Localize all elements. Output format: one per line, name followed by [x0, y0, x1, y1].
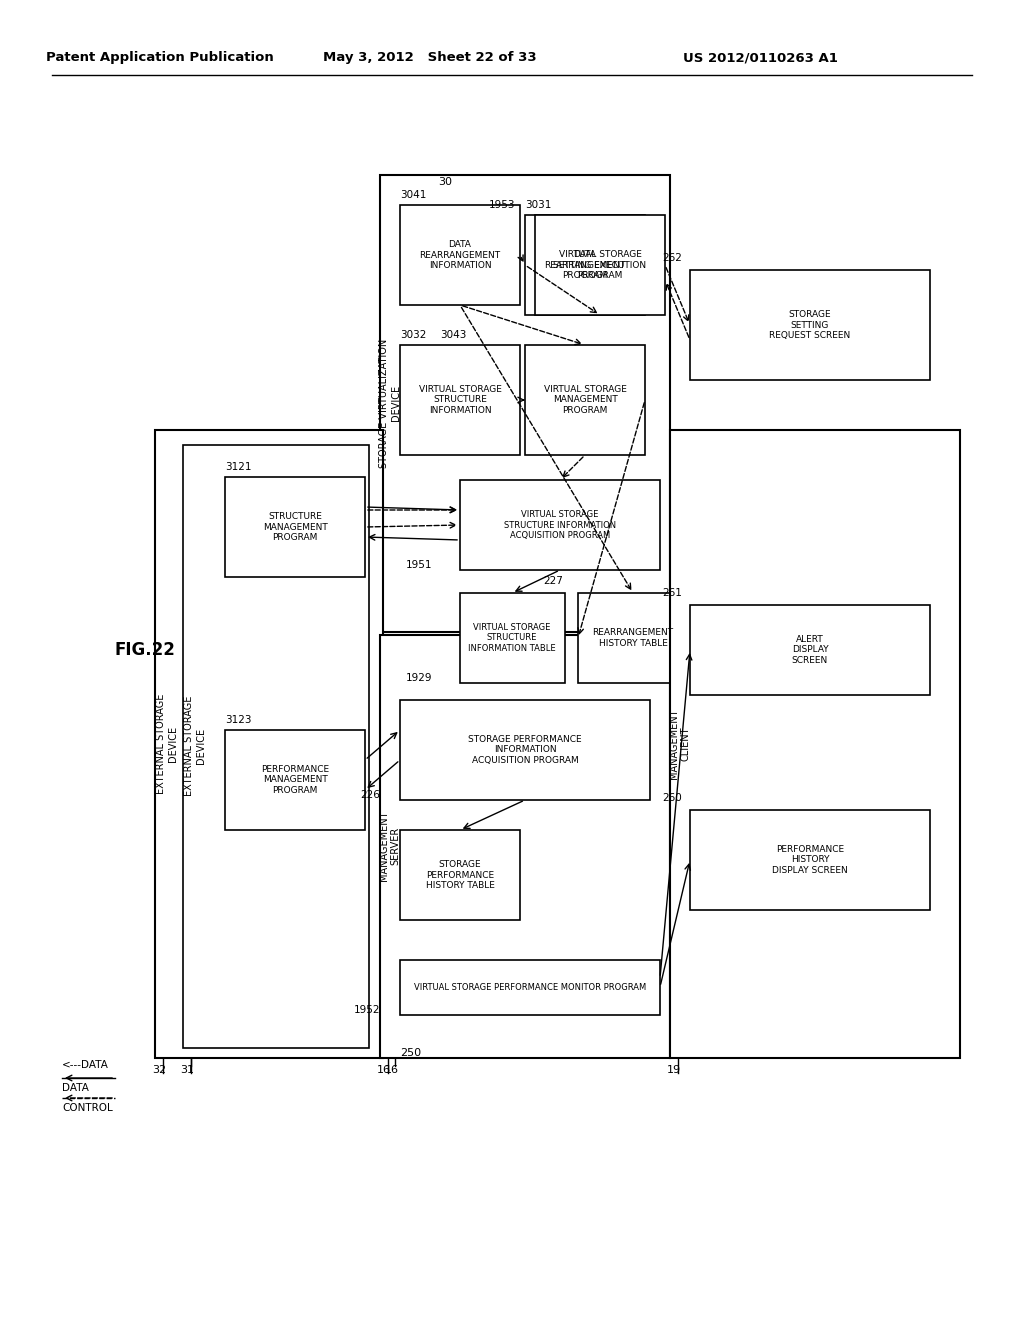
Text: 262: 262 [663, 253, 682, 263]
Bar [400, 700, 650, 800]
Text: 19: 19 [667, 1065, 681, 1074]
Text: 3041: 3041 [400, 190, 426, 201]
Text: US 2012/0110263 A1: US 2012/0110263 A1 [683, 51, 838, 65]
Text: 1951: 1951 [406, 560, 432, 570]
Text: 226: 226 [360, 789, 380, 800]
Text: CONTROL: CONTROL [62, 1104, 113, 1113]
Bar [400, 345, 520, 455]
Text: 261: 261 [663, 587, 682, 598]
Text: 260: 260 [663, 793, 682, 803]
Text: EXTERNAL STORAGE
DEVICE: EXTERNAL STORAGE DEVICE [157, 694, 178, 795]
Text: FIG.22: FIG.22 [115, 642, 176, 659]
Text: VIRTUAL STORAGE
STRUCTURE
INFORMATION: VIRTUAL STORAGE STRUCTURE INFORMATION [419, 385, 502, 414]
Text: STORAGE PERFORMANCE
INFORMATION
ACQUISITION PROGRAM: STORAGE PERFORMANCE INFORMATION ACQUISIT… [468, 735, 582, 764]
Text: PERFORMANCE
HISTORY
DISPLAY SCREEN: PERFORMANCE HISTORY DISPLAY SCREEN [772, 845, 848, 875]
Bar [400, 830, 520, 920]
Text: 16: 16 [385, 1065, 399, 1074]
Bar [525, 345, 645, 455]
Text: 250: 250 [400, 1048, 421, 1059]
Text: 3043: 3043 [440, 330, 466, 341]
Text: STORAGE
SETTING
REQUEST SCREEN: STORAGE SETTING REQUEST SCREEN [769, 310, 851, 339]
Bar [690, 605, 930, 696]
Bar [690, 271, 930, 380]
Text: May 3, 2012   Sheet 22 of 33: May 3, 2012 Sheet 22 of 33 [324, 51, 537, 65]
Bar [380, 176, 670, 632]
Bar [225, 730, 365, 830]
Text: 3031: 3031 [525, 201, 551, 210]
Text: 16: 16 [377, 1065, 391, 1074]
Text: 1952: 1952 [353, 1005, 380, 1015]
Text: STORAGE VIRTUALIZATION
DEVICE: STORAGE VIRTUALIZATION DEVICE [379, 338, 400, 467]
Text: 30: 30 [438, 177, 452, 187]
Bar [225, 477, 365, 577]
Text: DATA
REARRANGEMENT
PROGRAM: DATA REARRANGEMENT PROGRAM [545, 249, 626, 280]
Text: VIRTUAL STORAGE
STRUCTURE INFORMATION
ACQUISITION PROGRAM: VIRTUAL STORAGE STRUCTURE INFORMATION AC… [504, 510, 616, 540]
Text: ALERT
DISPLAY
SCREEN: ALERT DISPLAY SCREEN [792, 635, 828, 665]
Text: 1953: 1953 [488, 201, 515, 210]
Text: STRUCTURE
MANAGEMENT
PROGRAM: STRUCTURE MANAGEMENT PROGRAM [262, 512, 328, 543]
Text: VIRTUAL STORAGE PERFORMANCE MONITOR PROGRAM: VIRTUAL STORAGE PERFORMANCE MONITOR PROG… [414, 982, 646, 991]
Text: 3123: 3123 [225, 715, 252, 725]
Text: VIRTUAL STORAGE
MANAGEMENT
PROGRAM: VIRTUAL STORAGE MANAGEMENT PROGRAM [544, 385, 627, 414]
Text: STORAGE
PERFORMANCE
HISTORY TABLE: STORAGE PERFORMANCE HISTORY TABLE [426, 861, 495, 890]
Bar [578, 593, 688, 682]
Bar [155, 430, 383, 1059]
Bar [380, 635, 670, 1059]
Text: 31: 31 [180, 1065, 194, 1074]
Text: <---DATA: <---DATA [62, 1060, 109, 1071]
Text: DATA: DATA [62, 1082, 89, 1093]
Bar [535, 215, 665, 315]
Text: MANAGEMENT
SERVER: MANAGEMENT SERVER [379, 810, 400, 882]
Bar [400, 205, 520, 305]
Bar [400, 960, 660, 1015]
Text: 3121: 3121 [225, 462, 252, 473]
Text: 1929: 1929 [406, 673, 432, 682]
Bar [690, 810, 930, 909]
Text: EXTERNAL STORAGE
DEVICE: EXTERNAL STORAGE DEVICE [184, 696, 206, 796]
Text: Patent Application Publication: Patent Application Publication [46, 51, 273, 65]
Text: REARRANGEMENT
HISTORY TABLE: REARRANGEMENT HISTORY TABLE [593, 628, 674, 648]
Text: 227: 227 [543, 576, 563, 586]
Bar [183, 445, 369, 1048]
Text: MANAGEMENT
CLIENT: MANAGEMENT CLIENT [670, 709, 691, 779]
Bar [525, 215, 645, 315]
Text: DATA
REARRANGEMENT
INFORMATION: DATA REARRANGEMENT INFORMATION [420, 240, 501, 269]
Bar [670, 430, 961, 1059]
Text: 32: 32 [152, 1065, 166, 1074]
Text: VIRTUAL STORAGE
SETTING EXECUTION
PROGRAM: VIRTUAL STORAGE SETTING EXECUTION PROGRA… [553, 249, 646, 280]
Text: VIRTUAL STORAGE
STRUCTURE
INFORMATION TABLE: VIRTUAL STORAGE STRUCTURE INFORMATION TA… [468, 623, 556, 653]
Bar [460, 593, 565, 682]
Text: PERFORMANCE
MANAGEMENT
PROGRAM: PERFORMANCE MANAGEMENT PROGRAM [261, 766, 329, 795]
Bar [460, 480, 660, 570]
Text: 3032: 3032 [400, 330, 426, 341]
